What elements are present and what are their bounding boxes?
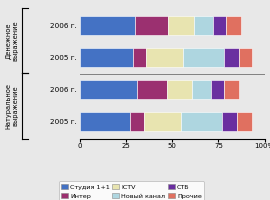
- Bar: [183, 48, 224, 67]
- Bar: [222, 112, 237, 131]
- Bar: [237, 112, 252, 131]
- Bar: [133, 48, 146, 67]
- Bar: [239, 48, 252, 67]
- Bar: [224, 48, 239, 67]
- Bar: [135, 16, 168, 35]
- Bar: [137, 80, 167, 99]
- Text: Денежное
выражение: Денежное выражение: [6, 20, 19, 61]
- Bar: [224, 80, 239, 99]
- Text: Натуральное
выражение: Натуральное выражение: [6, 83, 19, 129]
- Bar: [144, 112, 181, 131]
- Bar: [167, 80, 193, 99]
- Bar: [194, 16, 213, 35]
- Bar: [211, 80, 224, 99]
- Legend: Студия 1+1, Интер, ICTV, Новый канал, СТБ, Прочие: Студия 1+1, Интер, ICTV, Новый канал, СТ…: [59, 181, 204, 200]
- Bar: [193, 80, 211, 99]
- Bar: [213, 16, 226, 35]
- Bar: [80, 80, 137, 99]
- Bar: [226, 16, 241, 35]
- Bar: [80, 112, 130, 131]
- Bar: [181, 112, 222, 131]
- Bar: [130, 112, 144, 131]
- Bar: [168, 16, 194, 35]
- Bar: [146, 48, 183, 67]
- Bar: [80, 48, 133, 67]
- Bar: [80, 16, 135, 35]
